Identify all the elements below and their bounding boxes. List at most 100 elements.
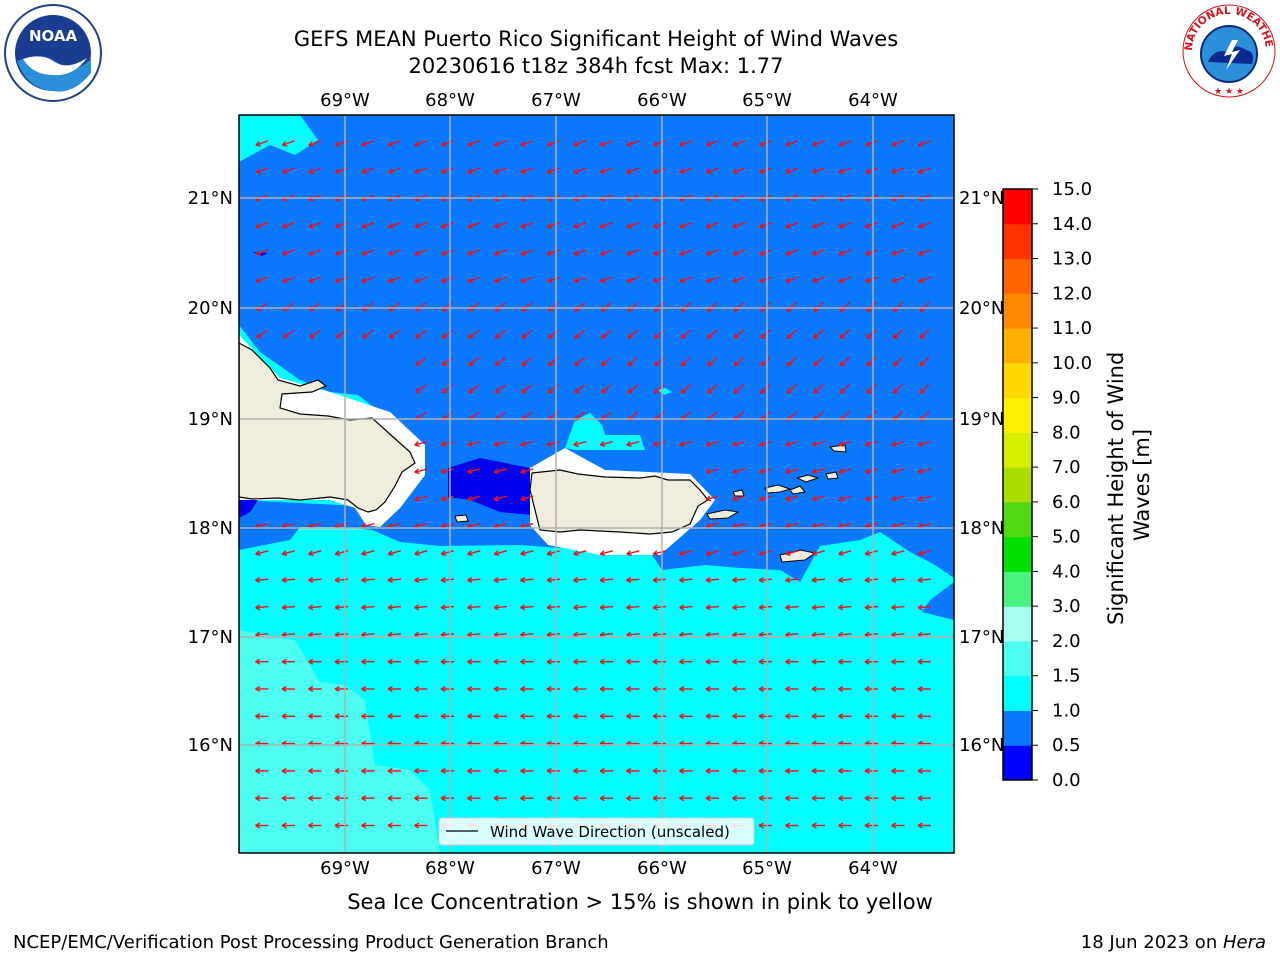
wind-wave-arrow xyxy=(573,222,587,228)
wind-wave-arrow xyxy=(838,140,852,146)
wind-wave-arrow xyxy=(255,522,269,528)
wind-wave-arrow xyxy=(812,468,825,473)
footer-branch: NCEP/EMC/Verification Post Processing Pr… xyxy=(13,932,609,953)
wind-wave-arrow xyxy=(917,605,932,609)
wind-wave-arrow xyxy=(574,356,586,367)
wind-wave-arrow xyxy=(838,495,852,501)
wind-wave-arrow xyxy=(599,578,614,582)
wind-wave-arrow xyxy=(440,605,455,609)
lon-label-bottom: 64°W xyxy=(848,858,898,879)
wind-wave-arrow xyxy=(760,383,771,394)
wind-wave-arrow xyxy=(785,276,799,283)
wind-wave-arrow xyxy=(282,276,295,283)
wind-wave-arrow xyxy=(706,495,719,501)
wind-wave-arrow xyxy=(760,301,771,312)
wind-wave-arrow xyxy=(786,383,798,394)
wind-wave-arrow xyxy=(759,222,772,228)
wind-wave-arrow xyxy=(679,276,693,283)
footer-date-text: 18 Jun 2023 on xyxy=(1080,932,1223,953)
wind-wave-arrow xyxy=(760,329,771,339)
wind-wave-arrow xyxy=(891,167,905,174)
wind-wave-arrow xyxy=(866,329,877,340)
wind-wave-arrow xyxy=(759,140,772,146)
wind-wave-arrow xyxy=(282,249,295,256)
lat-label-left: 17°N xyxy=(188,627,233,648)
wind-wave-arrow xyxy=(627,302,639,312)
wind-wave-arrow xyxy=(706,276,719,283)
title-line-2: 20230616 t18z 384h fcst Max: 1.77 xyxy=(408,54,784,78)
wind-wave-arrow xyxy=(388,167,401,174)
wind-wave-arrow xyxy=(679,249,693,256)
wind-wave-arrow xyxy=(573,440,587,446)
wind-wave-arrow xyxy=(309,302,321,312)
wind-wave-arrow xyxy=(255,222,269,228)
wind-wave-arrow xyxy=(547,167,560,174)
wind-wave-arrow xyxy=(387,605,402,609)
wind-wave-arrow xyxy=(521,384,533,394)
wind-wave-arrow xyxy=(680,329,692,339)
wind-wave-arrow xyxy=(919,383,930,394)
wind-wave-arrow xyxy=(760,356,771,367)
wind-wave-arrow xyxy=(838,605,852,609)
wind-wave-arrow xyxy=(547,550,560,555)
wind-wave-arrow xyxy=(601,302,612,312)
wind-wave-arrow xyxy=(706,522,719,528)
wind-wave-arrow xyxy=(917,578,932,582)
colorbar-tick-label: 10.0 xyxy=(1052,353,1092,374)
wind-wave-arrow xyxy=(918,522,931,528)
wind-wave-arrow xyxy=(414,578,428,582)
wind-wave-arrow xyxy=(892,356,904,367)
colorbar-tick-label: 15.0 xyxy=(1052,179,1092,200)
wind-wave-arrow xyxy=(441,276,454,283)
lat-label-right: 18°N xyxy=(959,518,1004,539)
wind-wave-arrow xyxy=(308,578,322,582)
wind-wave-arrow xyxy=(600,140,613,146)
title-line-1: GEFS MEAN Puerto Rico Significant Height… xyxy=(293,27,899,51)
wind-wave-arrow xyxy=(255,140,269,146)
wind-wave-arrow xyxy=(547,384,560,394)
wind-wave-arrow xyxy=(892,383,904,394)
wind-wave-arrow xyxy=(811,633,826,636)
wind-wave-arrow xyxy=(785,249,799,256)
wind-wave-arrow xyxy=(255,633,269,636)
wind-wave-arrow xyxy=(282,222,295,228)
wind-wave-arrow xyxy=(679,605,693,609)
wind-wave-arrow xyxy=(838,276,852,283)
wind-wave-arrow xyxy=(520,522,534,528)
lat-label-right: 19°N xyxy=(959,409,1004,430)
colorbar-tick-label: 3.0 xyxy=(1052,596,1081,617)
footer-date: 18 Jun 2023 on Hera xyxy=(1081,932,1266,953)
wind-wave-arrow xyxy=(732,440,746,446)
wind-wave-arrow xyxy=(813,383,824,394)
footer-host: Hera xyxy=(1222,932,1266,953)
map-legend: Wind Wave Direction (unscaled) xyxy=(438,817,755,846)
wind-wave-arrow xyxy=(865,440,878,446)
wind-wave-arrow xyxy=(654,302,665,312)
legend-label: Wind Wave Direction (unscaled) xyxy=(490,823,730,841)
wind-wave-arrow xyxy=(838,522,852,528)
wind-wave-arrow xyxy=(626,167,640,174)
wind-wave-arrow xyxy=(282,550,295,555)
wind-wave-arrow xyxy=(891,249,905,256)
wind-wave-arrow xyxy=(918,167,931,174)
colorbar-tick-label: 0.0 xyxy=(1052,770,1081,791)
wind-wave-arrow xyxy=(891,633,905,636)
wind-wave-arrow xyxy=(468,329,480,339)
wind-wave-arrow xyxy=(494,249,507,256)
wind-wave-arrow xyxy=(705,633,720,636)
wind-wave-arrow xyxy=(626,440,640,446)
wind-wave-arrow xyxy=(441,249,454,256)
wind-wave-arrow xyxy=(891,605,905,609)
wind-wave-arrow xyxy=(547,249,560,256)
wind-wave-arrow xyxy=(361,167,375,174)
wind-wave-arrow xyxy=(521,356,533,366)
wind-wave-arrow xyxy=(255,578,269,582)
wind-wave-arrow xyxy=(414,550,428,555)
wind-wave-arrow xyxy=(865,222,878,228)
wind-wave-arrow xyxy=(309,329,321,339)
wind-wave-arrow xyxy=(918,249,931,256)
wind-wave-arrow xyxy=(441,440,454,446)
wind-wave-arrow xyxy=(361,633,375,636)
wind-wave-arrow xyxy=(732,578,746,582)
colorbar-tick-label: 1.5 xyxy=(1052,666,1081,687)
